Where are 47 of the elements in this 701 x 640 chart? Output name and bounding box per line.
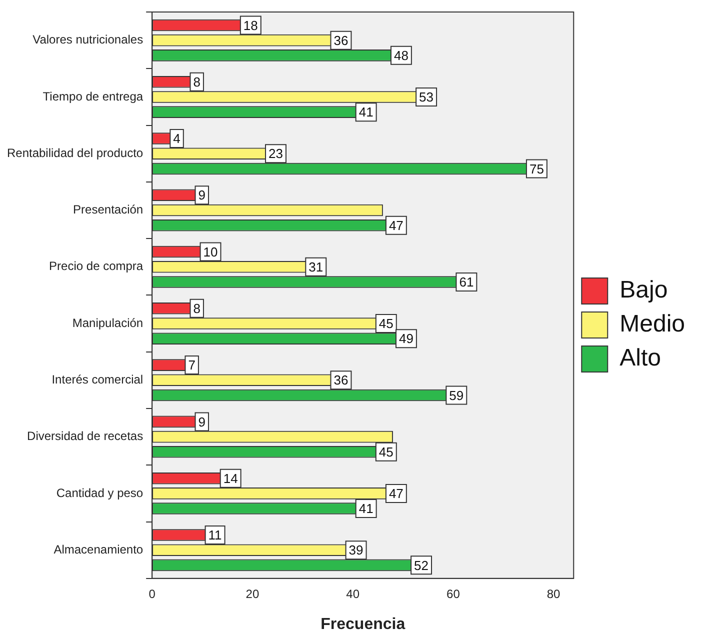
x-tick-label: 0	[148, 586, 156, 601]
data-label: 9	[198, 188, 206, 203]
y-tick-label: Rentabilidad del producto	[6, 146, 144, 160]
y-tick-label: Diversidad de recetas	[27, 429, 144, 444]
data-label: 53	[419, 90, 434, 105]
data-label: 47	[388, 218, 404, 233]
data-label: 59	[449, 388, 464, 403]
data-label: 23	[268, 146, 283, 162]
data-label: 45	[378, 444, 394, 460]
data-label: 36	[334, 32, 348, 48]
data-label: 14	[223, 470, 238, 486]
data-label: 8	[193, 74, 200, 90]
data-label: 48	[394, 48, 408, 63]
data-label: 75	[529, 161, 544, 176]
x-tick-label: 80	[546, 586, 561, 601]
data-label: 9	[198, 414, 206, 430]
data-label: 31	[308, 259, 324, 274]
x-tick-label: 60	[446, 586, 460, 601]
data-label: 8	[193, 300, 200, 316]
data-label: 4	[173, 131, 180, 146]
y-tick-label: Valores nutricionales	[32, 32, 144, 47]
x-tick-label: 20	[246, 586, 260, 601]
y-tick-label: Almacenamiento	[54, 542, 144, 556]
x-tick-label: 40	[346, 586, 360, 601]
data-label: 45	[378, 316, 394, 332]
data-label: 18	[243, 18, 258, 33]
data-label: 49	[398, 331, 414, 346]
y-tick-label: Precio de compra	[49, 259, 144, 274]
y-tick-label: Presentación	[73, 202, 144, 217]
data-label: 47	[388, 486, 404, 502]
data-label: 41	[358, 104, 374, 120]
legend-label: Medio	[620, 310, 686, 338]
data-label: 41	[358, 501, 374, 516]
data-label: 7	[188, 358, 196, 373]
y-tick-label: Tiempo de entrega	[42, 89, 144, 104]
x-axis-title: Frecuencia	[320, 616, 406, 633]
data-label: 10	[203, 244, 218, 260]
y-tick-label: Manipulación	[72, 316, 144, 330]
data-label: 11	[208, 528, 222, 543]
legend-label: Alto	[620, 344, 661, 372]
data-label: 52	[414, 558, 429, 573]
y-tick-label: Cantidad y peso	[56, 486, 144, 500]
legend-label: Bajo	[620, 276, 668, 304]
data-label: 39	[348, 542, 364, 558]
data-label: 61	[459, 274, 474, 290]
data-label: 36	[334, 372, 348, 388]
y-tick-label: Interés comercial	[52, 372, 144, 386]
